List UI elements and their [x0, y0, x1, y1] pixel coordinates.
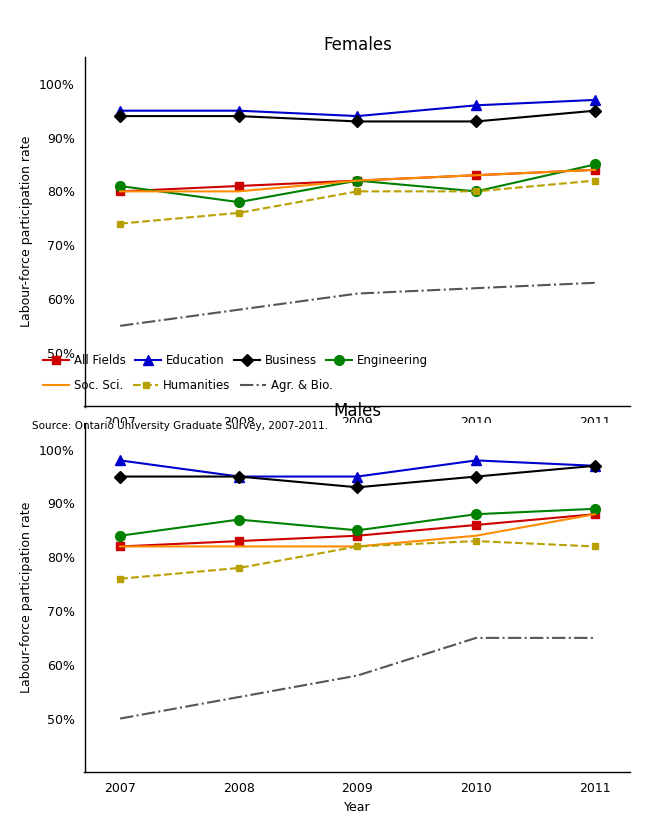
- Text: Source: Ontario University Graduate Survey, 2007-2011.: Source: Ontario University Graduate Surv…: [32, 421, 328, 431]
- Y-axis label: Labour-force participation rate: Labour-force participation rate: [20, 502, 33, 693]
- Title: Males: Males: [333, 402, 382, 420]
- Legend: Soc. Sci., Humanities, Agr. & Bio.: Soc. Sci., Humanities, Agr. & Bio.: [38, 374, 337, 397]
- X-axis label: Year: Year: [344, 801, 370, 813]
- Title: Females: Females: [323, 36, 392, 54]
- X-axis label: Year: Year: [344, 435, 370, 448]
- Legend: All Fields, Education, Business, Engineering: All Fields, Education, Business, Enginee…: [38, 350, 433, 372]
- Y-axis label: Labour-force participation rate: Labour-force participation rate: [20, 136, 33, 328]
